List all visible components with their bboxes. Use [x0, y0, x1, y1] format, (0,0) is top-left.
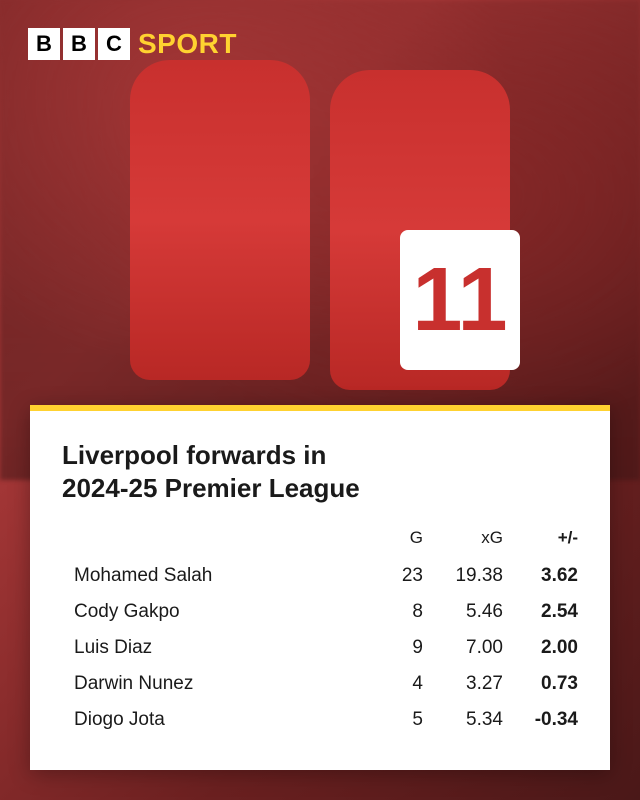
player-diff: 2.00 [503, 637, 578, 659]
player-goals: 9 [363, 637, 423, 659]
player-name: Diogo Jota [62, 709, 363, 731]
logo-letter-c: C [98, 28, 130, 60]
header-goals: G [363, 528, 423, 548]
player-xg: 7.00 [423, 637, 503, 659]
stats-card: Liverpool forwards in 2024-25 Premier Le… [30, 405, 610, 770]
card-title: Liverpool forwards in 2024-25 Premier Le… [62, 439, 578, 504]
player-name: Darwin Nunez [62, 673, 363, 695]
player-right: 11 [330, 70, 510, 390]
header-name [62, 528, 363, 548]
player-name: Cody Gakpo [62, 601, 363, 623]
table-row: Diogo Jota 5 5.34 -0.34 [62, 702, 578, 738]
bbc-logo-boxes: B B C [28, 28, 130, 60]
player-xg: 19.38 [423, 565, 503, 587]
player-goals: 5 [363, 709, 423, 731]
player-diff: 0.73 [503, 673, 578, 695]
stats-table: G xG +/- Mohamed Salah 23 19.38 3.62 Cod… [62, 528, 578, 738]
player-diff: 2.54 [503, 601, 578, 623]
bbc-sport-logo: B B C SPORT [28, 28, 237, 60]
player-goals: 4 [363, 673, 423, 695]
player-goals: 23 [363, 565, 423, 587]
table-row: Cody Gakpo 8 5.46 2.54 [62, 594, 578, 630]
logo-letter-b2: B [63, 28, 95, 60]
header-xg: xG [423, 528, 503, 548]
player-diff: 3.62 [503, 565, 578, 587]
title-line2: 2024-25 Premier League [62, 473, 360, 503]
table-row: Mohamed Salah 23 19.38 3.62 [62, 558, 578, 594]
player-left [130, 60, 310, 380]
jersey-number: 11 [400, 230, 520, 370]
table-header: G xG +/- [62, 528, 578, 558]
table-row: Luis Diaz 9 7.00 2.00 [62, 630, 578, 666]
player-xg: 3.27 [423, 673, 503, 695]
table-row: Darwin Nunez 4 3.27 0.73 [62, 666, 578, 702]
player-xg: 5.46 [423, 601, 503, 623]
logo-letter-b1: B [28, 28, 60, 60]
player-name: Luis Diaz [62, 637, 363, 659]
players-photo: 11 [70, 40, 570, 440]
player-xg: 5.34 [423, 709, 503, 731]
header-diff: +/- [503, 528, 578, 548]
player-goals: 8 [363, 601, 423, 623]
player-diff: -0.34 [503, 709, 578, 731]
sport-label: SPORT [138, 28, 237, 60]
title-line1: Liverpool forwards in [62, 440, 326, 470]
player-name: Mohamed Salah [62, 565, 363, 587]
